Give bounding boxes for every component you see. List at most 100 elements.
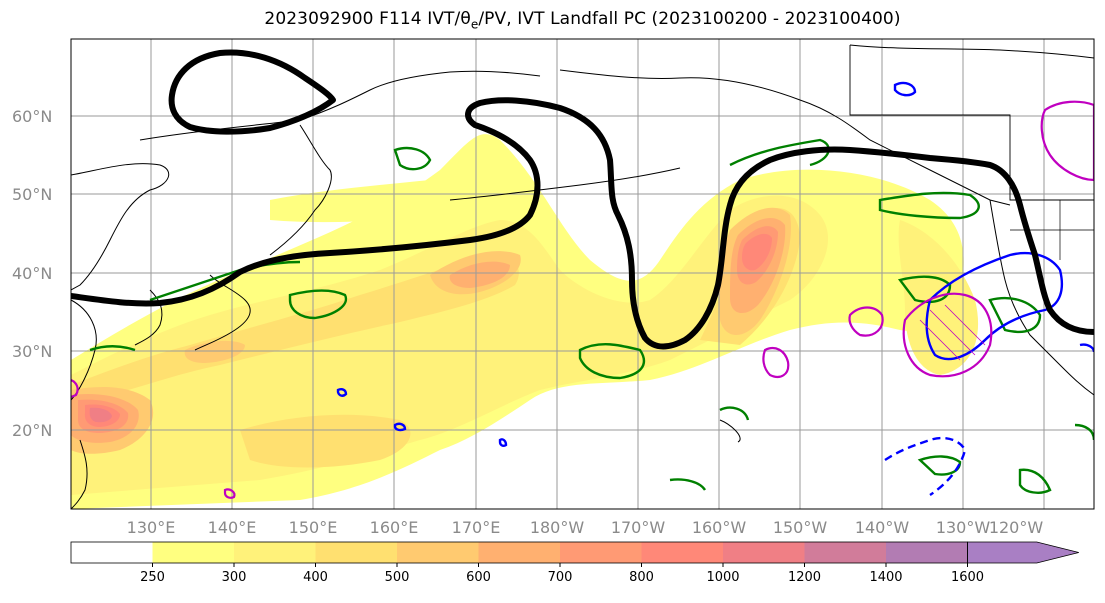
green-contour-12 <box>669 478 707 491</box>
pv-contour-main <box>71 97 1094 350</box>
title-subscript: e <box>470 17 479 32</box>
green-contour-2 <box>288 289 348 320</box>
colorbar-segment-0 <box>71 542 153 563</box>
colorbar-label-500: 500 <box>385 570 410 585</box>
lon-label-160w: 160°W <box>692 518 747 537</box>
colorbar-frame <box>70 541 968 564</box>
lat-label-30: 30°N <box>12 342 52 361</box>
colorbar-segment-1 <box>152 542 235 563</box>
coast-asia <box>71 163 170 291</box>
title-rest: /PV, IVT Landfall PC (2023100200 - 20231… <box>478 9 901 29</box>
colorbar-label-600: 600 <box>466 570 491 585</box>
coast-aleutians <box>449 167 681 201</box>
ivt-band-400 <box>71 254 519 405</box>
coast-china <box>71 299 97 401</box>
green-contour-11 <box>1018 468 1052 494</box>
colorbar-label-1000: 1000 <box>706 570 739 585</box>
coast-korea <box>134 289 163 346</box>
lat-label-60: 60°N <box>12 107 52 126</box>
blue-contour-3 <box>884 436 967 496</box>
title-main: 2023092900 F114 IVT/θ <box>264 9 471 29</box>
ivt-band-500c <box>184 340 245 363</box>
colorbar-segment-8 <box>723 542 805 563</box>
coast-siberia <box>139 70 541 141</box>
ivt-band-300 <box>71 195 829 495</box>
blue-contour-1 <box>925 251 1064 361</box>
lon-label-120w: 120°W <box>989 518 1044 537</box>
green-contour-10 <box>917 455 962 476</box>
longitude-labels: 130°E 140°E 150°E 160°E 170°E 180°W 170°… <box>127 518 1044 537</box>
colorbar-label-300: 300 <box>222 570 247 585</box>
colorbar-segment-2 <box>234 542 316 563</box>
colorbar-label-1200: 1200 <box>788 570 821 585</box>
lon-label-160e: 160°E <box>370 518 419 537</box>
latitude-labels: 60°N 50°N 40°N 30°N 20°N <box>12 107 52 440</box>
colorbar-segment-10 <box>886 542 968 563</box>
magenta-contour-4 <box>762 346 790 378</box>
green-contour-8 <box>988 296 1042 334</box>
colorbar-label-700: 700 <box>548 570 573 585</box>
magenta-contour-6 <box>223 488 236 499</box>
colorbar-segment-3 <box>315 542 398 563</box>
colorbar-segment-4 <box>397 542 479 563</box>
coast-hawaii <box>719 419 741 443</box>
ivt-band-250b <box>270 179 455 223</box>
lon-label-130e: 130°E <box>127 518 176 537</box>
green-contour-6 <box>878 191 980 220</box>
coast-kamchatka <box>269 124 332 256</box>
ivt-band-300b <box>898 220 979 375</box>
blue-contour-5 <box>393 422 407 432</box>
ivt-band-400c <box>240 414 411 468</box>
map-area <box>71 39 1094 509</box>
ivt-band-800b <box>742 233 772 271</box>
coast-alaska <box>559 69 1011 206</box>
coast-japan <box>194 274 251 351</box>
coast-canada <box>849 44 1094 59</box>
ivt-band-1000 <box>89 407 112 423</box>
border-canada-us <box>849 45 1094 201</box>
coastlines <box>71 44 1094 509</box>
green-contour-13 <box>719 406 750 421</box>
map-frame <box>70 38 1095 510</box>
magenta-contour-2 <box>902 292 993 378</box>
colorbar-label-1600: 1600 <box>951 570 984 585</box>
colorbar-label-400: 400 <box>303 570 328 585</box>
coast-philippines <box>71 439 88 509</box>
green-contour-3 <box>393 146 432 171</box>
colorbar-segment-9 <box>804 542 887 563</box>
blue-contour-2 <box>893 81 917 97</box>
colorbar-segment-6 <box>560 542 642 563</box>
lat-label-40: 40°N <box>12 264 52 283</box>
magenta-contour-1 <box>1040 100 1094 182</box>
colorbar-label-800: 800 <box>629 570 654 585</box>
green-contour-5 <box>729 138 830 167</box>
magenta-contour-5 <box>71 378 79 399</box>
blue-contours <box>336 81 1094 496</box>
colorbar-segment-5 <box>478 542 561 563</box>
pv-contour-loop <box>168 49 336 135</box>
green-contour-4 <box>578 343 646 380</box>
magenta-hatch <box>919 304 986 361</box>
blue-contour-4 <box>336 388 348 397</box>
colorbar-label-250: 250 <box>140 570 165 585</box>
magenta-contours <box>71 100 1094 499</box>
lon-label-170e: 170°E <box>452 518 501 537</box>
magenta-contour-3 <box>848 306 884 337</box>
lon-label-170w: 170°W <box>611 518 666 537</box>
colorbar-extend-arrow <box>967 541 1079 564</box>
green-contour-9 <box>89 345 136 352</box>
colorbar: 250 300 400 500 600 700 800 1000 1200 1400 1600 <box>70 541 1079 585</box>
lon-label-150w: 150°W <box>773 518 828 537</box>
map-title: 2023092900 F114 IVT/θe/PV, IVT Landfall … <box>0 9 1105 31</box>
lon-label-150e: 150°E <box>289 518 338 537</box>
lon-label-130w: 130°W <box>936 518 991 537</box>
colorbar-segment-7 <box>641 542 724 563</box>
lon-label-140e: 140°E <box>208 518 257 537</box>
blue-contour-6 <box>498 438 508 447</box>
lon-label-140w: 140°W <box>855 518 910 537</box>
lat-label-20: 20°N <box>12 421 52 440</box>
colorbar-label-1400: 1400 <box>869 570 902 585</box>
coast-westcoast <box>989 199 1094 396</box>
ivt-shading <box>71 134 979 509</box>
